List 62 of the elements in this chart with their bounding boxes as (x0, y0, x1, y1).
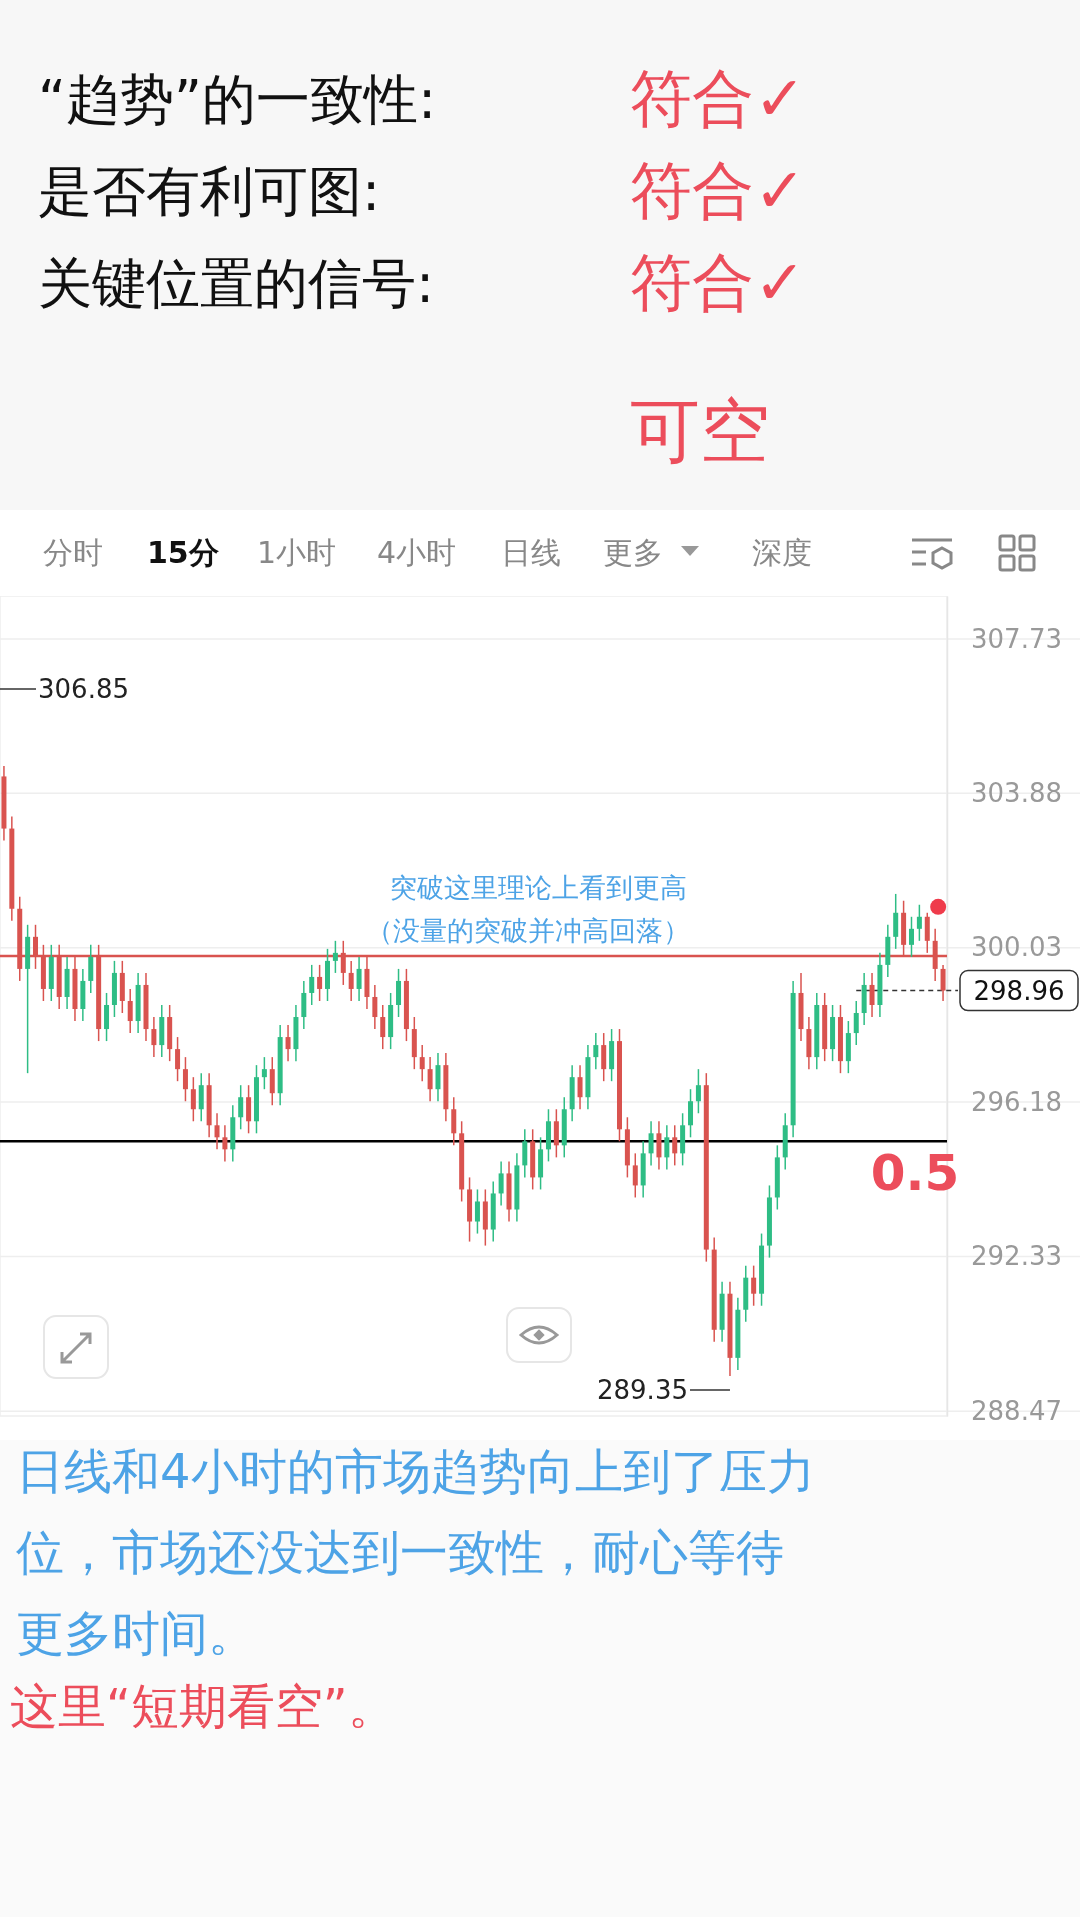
candlestick (261, 1056, 267, 1090)
text: 15分 (147, 535, 219, 570)
text: 1小时 (257, 535, 337, 570)
candlestick (317, 964, 323, 1002)
text: 4小时 (377, 535, 457, 570)
candlestick (427, 1056, 433, 1102)
candlestick (332, 940, 338, 974)
y-tick-label: 307.73 (971, 623, 1062, 654)
candlestick (853, 1000, 859, 1046)
text: 关键位置的信号: (38, 252, 435, 315)
text: 是否有利可图: (38, 160, 381, 223)
candlestick (916, 904, 922, 942)
ref-line-label: 298.96 (973, 975, 1065, 1006)
text: 符合✓ (630, 246, 806, 319)
annotation: 306.85 (38, 674, 129, 704)
candlestick (577, 1064, 583, 1110)
candlestick (348, 960, 354, 1002)
y-tick-label: 296.18 (971, 1086, 1062, 1117)
candlestick (182, 1056, 188, 1102)
text: “趋势”的一致性: (38, 68, 437, 131)
candlestick (632, 1152, 638, 1199)
candlestick (238, 1084, 244, 1131)
text: 日线 (501, 535, 561, 570)
candlestick (151, 1016, 157, 1058)
text: 更多 (603, 535, 663, 570)
candlestick (695, 1068, 701, 1115)
y-tick-label: 303.88 (971, 778, 1062, 809)
text: 深度 (752, 535, 812, 570)
text: 可空 (630, 390, 770, 472)
candlestick (222, 1124, 228, 1163)
text: 日线和4小时的市场趋势向上到了压力位，市场还没达到一致性，耐心等待更多时间。 (16, 1443, 815, 1661)
candlestick (309, 964, 315, 1006)
candlestick (127, 988, 133, 1034)
candlestick (356, 956, 362, 1002)
candlestick (648, 1120, 654, 1167)
text: 分时 (43, 535, 103, 570)
annotation: 0.5 (870, 1144, 960, 1202)
candlestick (419, 1044, 425, 1082)
text: 这里“短期看空”。 (10, 1678, 396, 1734)
annotation: 突破这里理论上看到更高 (389, 872, 687, 903)
candlestick (593, 1032, 599, 1070)
candlestick (474, 1188, 480, 1235)
candlestick (664, 1124, 670, 1171)
y-tick-label: 292.33 (971, 1241, 1062, 1272)
candlestick (285, 1024, 291, 1062)
candlestick (751, 1264, 757, 1307)
candlestick (190, 1076, 196, 1123)
candlestick (498, 1160, 504, 1207)
text: 符合✓ (630, 154, 806, 227)
annotation: 289.35 (596, 1374, 688, 1405)
candlestick (940, 964, 946, 1002)
candlestick (672, 1124, 678, 1167)
candlestick (380, 1004, 386, 1050)
candlestick (214, 1112, 220, 1151)
candlestick (372, 984, 378, 1030)
candlestick (869, 972, 875, 1018)
y-tick-label: 300.03 (971, 932, 1062, 963)
y-tick-label: 288.47 (971, 1396, 1062, 1427)
text: 符合✓ (630, 62, 806, 135)
candlestick (175, 1036, 181, 1082)
candlestick (908, 916, 914, 958)
annotation: （没量的突破并冲高回落） (366, 915, 690, 946)
